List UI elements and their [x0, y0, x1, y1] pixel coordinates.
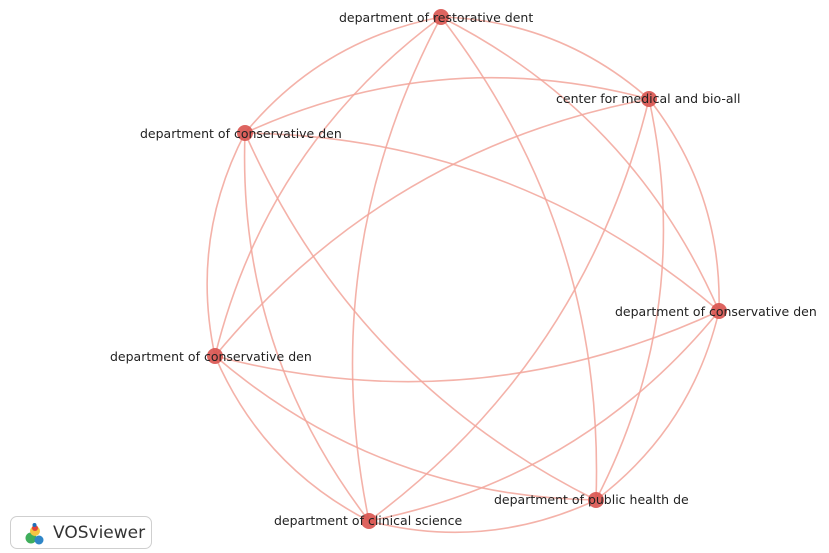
edge-n4-n5	[214, 310, 720, 383]
node-label-n1[interactable]: department of restorative dent	[339, 10, 533, 25]
edge-n3-n5	[206, 132, 246, 357]
edge-n4-n6	[595, 310, 720, 501]
vosviewer-badge[interactable]: VOSviewer	[10, 516, 152, 549]
edge-n2-n3	[244, 76, 650, 134]
edge-n5-n6	[214, 355, 597, 501]
edge-n1-n4	[440, 16, 720, 312]
node-label-n2[interactable]: center for medical and bio-all	[556, 91, 741, 106]
edge-n2-n5	[214, 98, 650, 357]
label-layer: department of restorative dent center for…	[110, 10, 817, 528]
edge-n4-n7	[368, 310, 720, 522]
edge-n1-n7	[351, 16, 442, 522]
node-layer	[207, 9, 727, 529]
node-n5[interactable]	[207, 348, 223, 364]
edge-n2-n6	[595, 98, 665, 501]
edge-n6-n7	[368, 499, 597, 534]
node-label-n3[interactable]: department of conservative den	[140, 126, 342, 141]
node-label-n7[interactable]: department of clinical science	[274, 513, 462, 528]
node-n6[interactable]	[588, 492, 604, 508]
edge-layer	[206, 16, 720, 534]
edge-n3-n4	[244, 132, 720, 312]
node-label-n6[interactable]: department of public health de	[494, 492, 689, 507]
edge-n1-n5	[214, 16, 442, 357]
node-label-n4[interactable]: department of conservative den	[615, 304, 817, 319]
node-n2[interactable]	[641, 91, 657, 107]
node-n3[interactable]	[237, 125, 253, 141]
edge-n1-n3	[244, 16, 442, 134]
node-n4[interactable]	[711, 303, 727, 319]
edge-n3-n7	[243, 132, 370, 522]
edge-n2-n4	[648, 98, 720, 312]
edge-n5-n7	[214, 355, 370, 522]
edge-n3-n6	[244, 132, 597, 501]
edge-n1-n6	[440, 16, 598, 501]
vosviewer-logo-icon	[25, 522, 44, 544]
node-n1[interactable]	[433, 9, 449, 25]
edge-n1-n2	[440, 16, 650, 100]
node-n7[interactable]	[361, 513, 377, 529]
node-label-n5[interactable]: department of conservative den	[110, 349, 312, 364]
vosviewer-label: VOSviewer	[53, 522, 146, 543]
edge-n2-n7	[368, 98, 650, 522]
